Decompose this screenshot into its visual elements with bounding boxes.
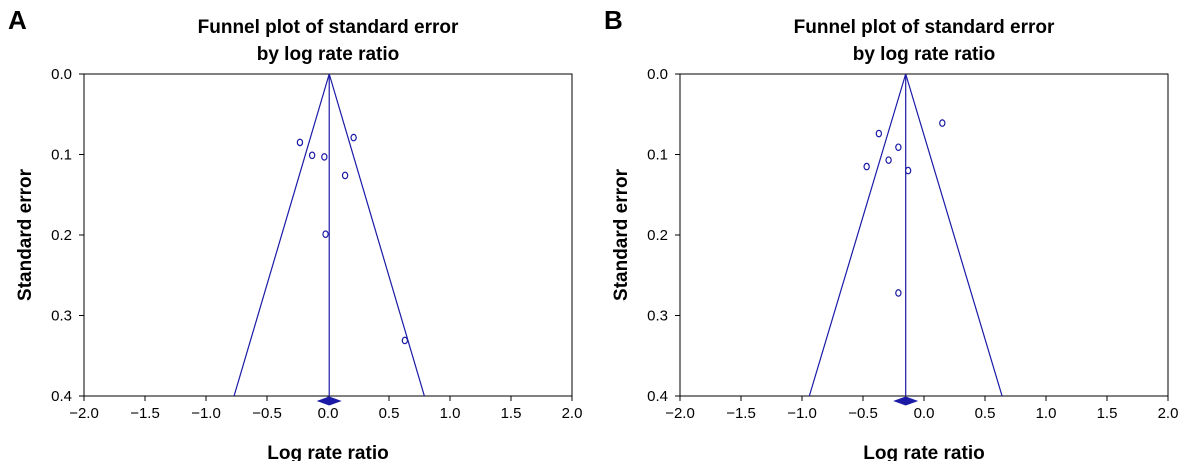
y-axis-label: Standard error — [611, 168, 632, 301]
study-point — [896, 290, 901, 296]
x-axis-label: Log rate ratio — [863, 443, 984, 461]
funnel-left-line — [809, 74, 905, 396]
y-tick-label: 0.3 — [51, 308, 72, 325]
panel-label: B — [604, 5, 623, 35]
funnel-left-line — [234, 74, 329, 396]
y-tick-label: 0.1 — [51, 147, 72, 164]
x-tick-label: 2.0 — [562, 405, 583, 422]
x-tick-label: 1.0 — [440, 405, 461, 422]
study-point — [310, 152, 315, 158]
y-tick-label: 0.4 — [51, 388, 72, 405]
study-point — [351, 134, 356, 140]
study-point — [886, 157, 891, 163]
summary-diamond — [318, 397, 340, 405]
y-tick-label: 0.4 — [647, 388, 668, 405]
x-axis-label: Log rate ratio — [267, 443, 388, 461]
study-point — [906, 167, 911, 173]
y-tick-label: 0.0 — [51, 66, 72, 83]
study-point — [322, 154, 327, 160]
funnel-plot-b-svg: B Funnel plot of standard error by log rat… — [596, 0, 1192, 461]
x-tick-label: −1.0 — [787, 405, 817, 422]
chart-title-line-2: by log rate ratio — [257, 44, 400, 65]
y-tick-label: 0.2 — [51, 227, 72, 244]
funnel-plot-panel-b: B Funnel plot of standard error by log rat… — [596, 0, 1192, 461]
chart-title-line-2: by log rate ratio — [853, 44, 996, 65]
y-tick-label: 0.2 — [647, 227, 668, 244]
x-tick-label: 1.0 — [1036, 405, 1057, 422]
study-point — [402, 337, 407, 343]
chart-title-line-1: Funnel plot of standard error — [794, 17, 1055, 38]
study-point — [323, 231, 328, 237]
study-point — [297, 139, 302, 145]
funnel-plot-a-svg: A Funnel plot of standard error by log rat… — [0, 0, 596, 461]
y-tick-label: 0.0 — [647, 66, 668, 83]
y-tick-label: 0.3 — [647, 308, 668, 325]
x-tick-label: 2.0 — [1158, 405, 1179, 422]
study-point — [896, 144, 901, 150]
x-tick-label: −0.5 — [252, 405, 282, 422]
y-tick-label: 0.1 — [647, 147, 668, 164]
x-tick-label: −2.0 — [69, 405, 99, 422]
x-tick-label: 1.5 — [1097, 405, 1118, 422]
panel-label: A — [8, 5, 27, 35]
funnel-plot-panel-a: A Funnel plot of standard error by log rat… — [0, 0, 596, 461]
y-axis-label: Standard error — [15, 168, 36, 301]
chart-title-line-1: Funnel plot of standard error — [198, 17, 459, 38]
funnel-right-line — [329, 74, 424, 396]
x-tick-label: −1.0 — [191, 405, 221, 422]
x-tick-label: 0.5 — [975, 405, 996, 422]
plot-frame — [680, 74, 1168, 396]
study-point — [342, 172, 347, 178]
x-tick-label: −0.5 — [848, 405, 878, 422]
x-tick-label: −2.0 — [665, 405, 695, 422]
study-point — [876, 130, 881, 136]
study-point — [940, 120, 945, 126]
x-tick-label: 1.5 — [501, 405, 522, 422]
x-tick-label: 0.0 — [318, 405, 339, 422]
x-tick-label: 0.5 — [379, 405, 400, 422]
study-point — [864, 163, 869, 169]
funnel-right-line — [906, 74, 1002, 396]
summary-diamond — [895, 397, 917, 405]
x-tick-label: 0.0 — [914, 405, 935, 422]
x-tick-label: −1.5 — [726, 405, 756, 422]
x-tick-label: −1.5 — [130, 405, 160, 422]
